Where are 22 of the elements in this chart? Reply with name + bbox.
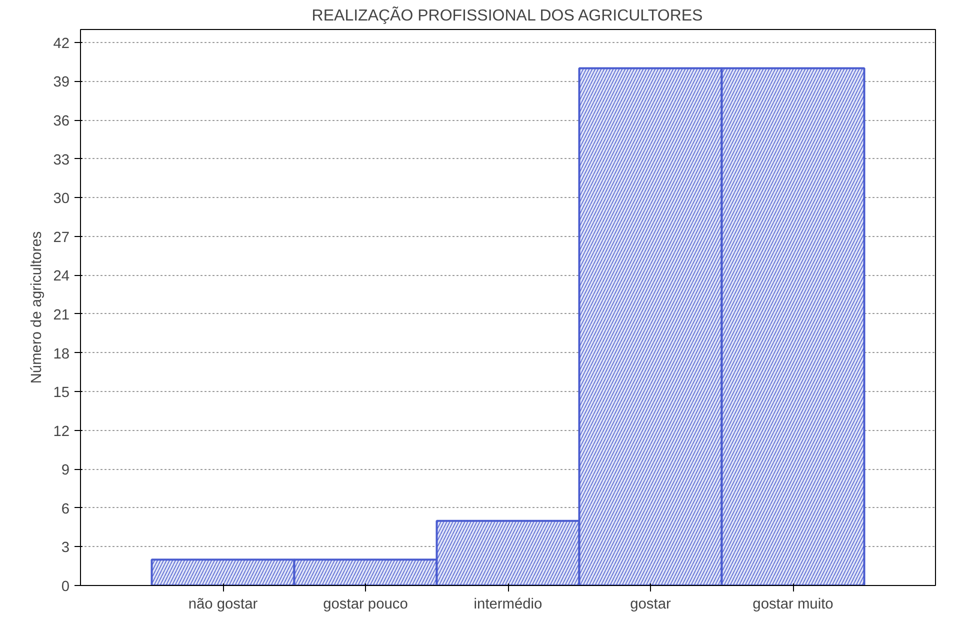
y-tick-label: 3 bbox=[61, 540, 70, 556]
y-axis-title: Número de agricultores bbox=[29, 231, 46, 384]
y-tick-label: 6 bbox=[61, 501, 70, 518]
y-tick-label: 42 bbox=[53, 36, 70, 52]
y-tick-label: 21 bbox=[53, 307, 70, 324]
y-tick-label: 36 bbox=[53, 114, 70, 130]
y-tick-label: 30 bbox=[53, 191, 70, 208]
x-tick-label: intermédio bbox=[474, 596, 542, 612]
y-tick-label: 33 bbox=[53, 152, 70, 168]
x-tick-label: gostar bbox=[630, 596, 671, 612]
x-tick-label: gostar muito bbox=[752, 596, 834, 612]
y-tick-label: 27 bbox=[53, 230, 70, 246]
y-tick-label: 9 bbox=[61, 462, 70, 479]
y-tick-label: 39 bbox=[53, 74, 70, 91]
y-tick-label: 12 bbox=[53, 424, 70, 440]
y-tick-label: 24 bbox=[53, 268, 70, 285]
x-tick-label: não gostar bbox=[188, 596, 258, 612]
y-tick-label: 0 bbox=[61, 579, 70, 595]
y-tick-label: 18 bbox=[53, 346, 70, 362]
x-tick-label: gostar pouco bbox=[323, 596, 408, 612]
y-tick-label: 15 bbox=[53, 385, 70, 402]
chart-title: REALIZAÇÃO PROFISSIONAL DOS AGRICULTORES bbox=[312, 6, 703, 24]
